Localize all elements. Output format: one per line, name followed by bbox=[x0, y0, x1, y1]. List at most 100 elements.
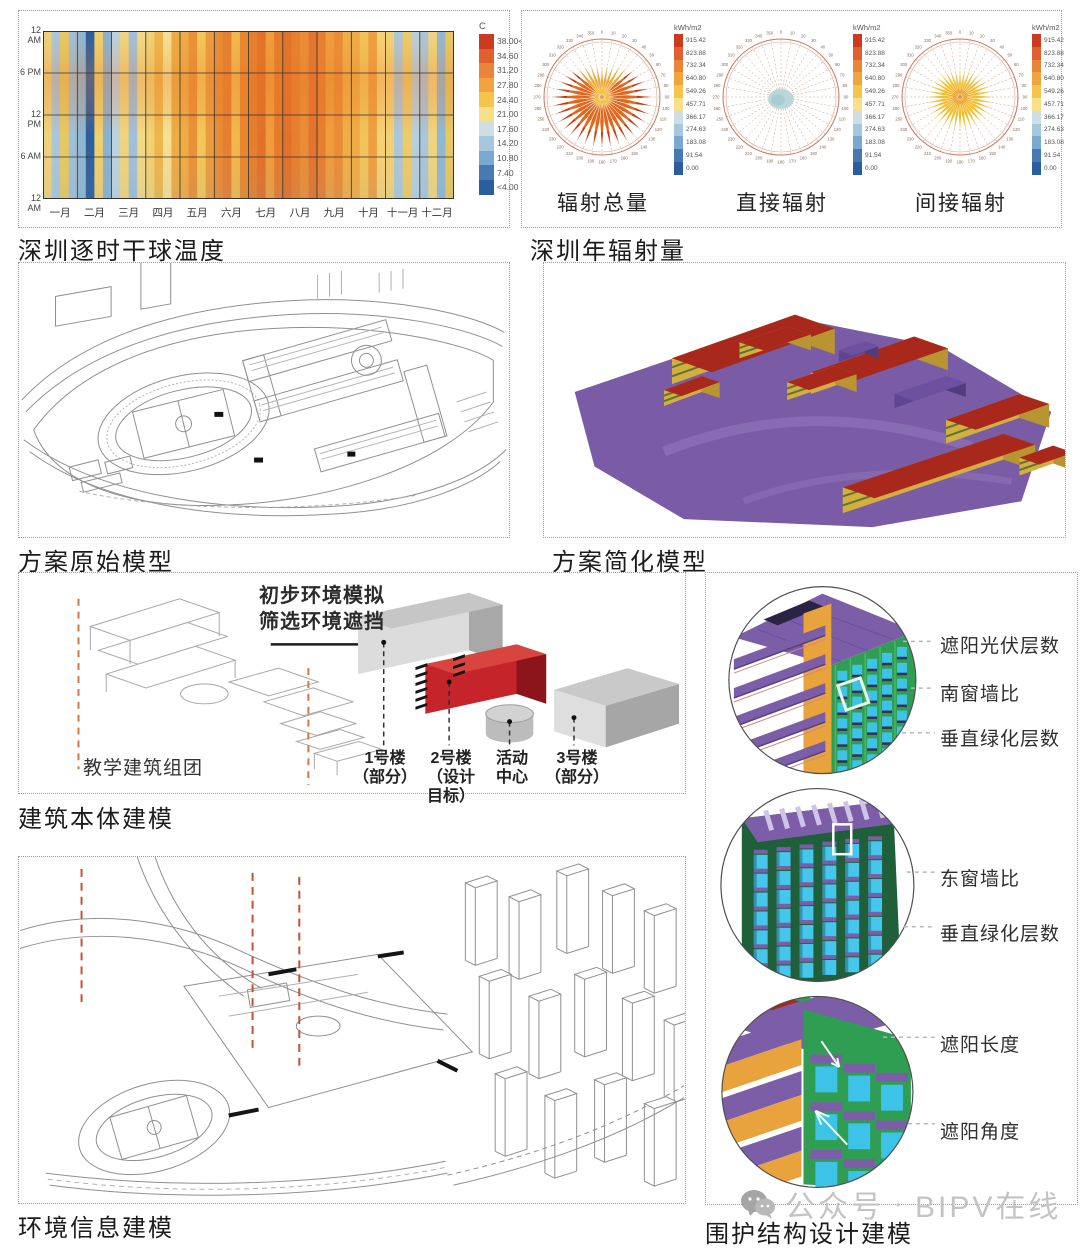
svg-text:240: 240 bbox=[721, 127, 729, 132]
svg-text:10: 10 bbox=[611, 31, 616, 36]
svg-text:290: 290 bbox=[537, 72, 545, 77]
svg-text:60: 60 bbox=[656, 62, 661, 67]
svg-text:150: 150 bbox=[631, 151, 639, 156]
svg-text:290: 290 bbox=[716, 72, 724, 77]
legend-swatch bbox=[674, 46, 683, 60]
svg-text:190: 190 bbox=[766, 159, 774, 164]
legend-swatch bbox=[1032, 149, 1041, 162]
svg-text:260: 260 bbox=[893, 106, 901, 111]
svg-text:250: 250 bbox=[716, 117, 724, 122]
caption-building-modeling: 建筑本体建模 bbox=[18, 806, 174, 833]
svg-text:120: 120 bbox=[655, 127, 663, 132]
heatmap-hour-label: 6 PM bbox=[19, 67, 41, 77]
svg-text:130: 130 bbox=[827, 136, 835, 141]
building-modeling-drawing bbox=[77, 592, 680, 786]
legend-swatch bbox=[853, 136, 862, 150]
legend-swatch bbox=[853, 161, 862, 175]
svg-text:190: 190 bbox=[945, 159, 953, 164]
legend-value: 366.17 bbox=[1044, 113, 1064, 121]
svg-text:40: 40 bbox=[820, 45, 825, 50]
svg-text:270: 270 bbox=[892, 95, 900, 100]
legend-value: 640.80 bbox=[1044, 75, 1064, 83]
legend-value: 0.00 bbox=[686, 164, 699, 172]
svg-text:100: 100 bbox=[1021, 106, 1029, 111]
target-label-building1: 1号楼 （部分） bbox=[352, 750, 417, 787]
legend-swatch bbox=[479, 121, 494, 137]
legend-swatch bbox=[479, 34, 494, 49]
caption-environment-modeling: 环境信息建模 bbox=[18, 1215, 174, 1242]
heatmap-month-label: 十一月 bbox=[386, 207, 419, 219]
legend-value: 91.54 bbox=[1044, 152, 1061, 160]
svg-text:110: 110 bbox=[660, 117, 667, 122]
legend-value: 91.54 bbox=[686, 152, 703, 160]
svg-text:260: 260 bbox=[714, 106, 722, 111]
caption-radiation: 深圳年辐射量 bbox=[530, 238, 686, 265]
svg-text:120: 120 bbox=[1013, 127, 1021, 132]
target-label-activity-center: 活动 中心 bbox=[495, 750, 528, 787]
svg-text:90: 90 bbox=[1023, 95, 1028, 100]
legend-swatch bbox=[674, 136, 683, 150]
panel-building-modeling: 初步环境模拟 筛选环境遮挡 教学建筑组团 1号楼 （部分） 2号楼 （设计 目标… bbox=[18, 572, 686, 805]
svg-text:90: 90 bbox=[844, 95, 849, 100]
svg-text:140: 140 bbox=[640, 144, 648, 149]
radiation-rose-direct: 0 10 20 30 40 50 60 70 80 90 100 110 120 130 140 150 160… bbox=[707, 15, 885, 225]
svg-text:270: 270 bbox=[713, 95, 721, 100]
svg-text:340: 340 bbox=[755, 33, 763, 38]
legend-swatch bbox=[479, 106, 494, 122]
svg-text:70: 70 bbox=[840, 72, 845, 77]
svg-text:210: 210 bbox=[745, 151, 753, 156]
svg-text:160: 160 bbox=[979, 156, 987, 161]
legend-swatch bbox=[479, 92, 494, 107]
svg-text:50: 50 bbox=[649, 53, 654, 58]
rose-title-direct: 直接辐射 bbox=[736, 192, 828, 215]
svg-text:310: 310 bbox=[549, 53, 557, 58]
legend-swatch bbox=[853, 46, 862, 60]
svg-text:80: 80 bbox=[1022, 83, 1027, 88]
legend-value: 732.34 bbox=[865, 62, 885, 70]
svg-text:70: 70 bbox=[661, 72, 666, 77]
watermark-account-label: 公众号 bbox=[785, 1191, 884, 1224]
svg-text:20: 20 bbox=[801, 33, 806, 38]
svg-text:300: 300 bbox=[900, 62, 908, 67]
legend-value: 274.63 bbox=[686, 126, 706, 134]
svg-text:330: 330 bbox=[924, 38, 932, 43]
svg-text:50: 50 bbox=[828, 53, 833, 58]
svg-text:200: 200 bbox=[755, 156, 763, 161]
legend-swatch bbox=[479, 63, 494, 78]
svg-text:190: 190 bbox=[587, 159, 595, 164]
simulation-note: 初步环境模拟 筛选环境遮挡 bbox=[259, 585, 385, 633]
legend-swatch bbox=[479, 179, 494, 195]
legend-value: 91.54 bbox=[865, 152, 882, 160]
legend-value: 27.80 bbox=[497, 80, 519, 91]
rose-title-total: 辐射总量 bbox=[557, 192, 649, 215]
svg-text:120: 120 bbox=[834, 127, 842, 132]
svg-text:350: 350 bbox=[766, 31, 774, 36]
heatmap-month-label: 十二月 bbox=[421, 207, 453, 219]
svg-text:180: 180 bbox=[599, 160, 607, 165]
panel-simplified-model bbox=[543, 262, 1066, 538]
legend-swatch bbox=[479, 77, 494, 93]
svg-text:230: 230 bbox=[907, 136, 915, 141]
simplified-model-render bbox=[574, 314, 1065, 528]
legend-swatch bbox=[674, 72, 683, 86]
legend-swatch bbox=[674, 110, 683, 124]
heatmap-month-label: 八月 bbox=[289, 207, 311, 219]
svg-text:180: 180 bbox=[957, 160, 965, 165]
svg-text:80: 80 bbox=[843, 83, 848, 88]
svg-text:350: 350 bbox=[945, 31, 953, 36]
svg-text:110: 110 bbox=[1018, 117, 1025, 122]
svg-text:240: 240 bbox=[542, 127, 550, 132]
heatmap-month-label: 一月 bbox=[49, 207, 71, 219]
svg-text:150: 150 bbox=[810, 151, 818, 156]
heatmap-hour-label: 12 PM bbox=[27, 109, 42, 129]
svg-text:240: 240 bbox=[900, 127, 908, 132]
svg-text:320: 320 bbox=[736, 45, 744, 50]
rose-title-diffuse: 间接辐射 bbox=[915, 192, 1007, 215]
legend-value: 0.00 bbox=[1044, 164, 1057, 172]
caption-simplified-model: 方案简化模型 bbox=[552, 549, 708, 576]
svg-text:350: 350 bbox=[587, 31, 595, 36]
svg-text:330: 330 bbox=[745, 38, 753, 43]
target-label-building3: 3号楼 （部分） bbox=[544, 750, 609, 787]
svg-text:230: 230 bbox=[728, 136, 736, 141]
legend-swatch bbox=[674, 97, 683, 111]
